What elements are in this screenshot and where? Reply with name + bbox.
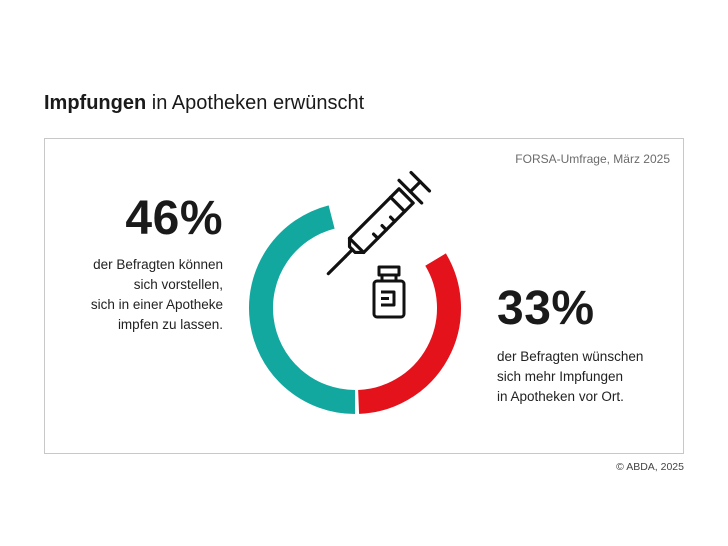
title-bold: Impfungen	[44, 92, 147, 114]
desc-46-line: der Befragten können	[93, 257, 223, 272]
value-label-33: 33%	[497, 282, 595, 335]
infographic-frame: FORSA-Umfrage, März 2025	[44, 138, 684, 454]
arc-33-percent	[357, 253, 461, 414]
title-rest: in Apotheken erwünscht	[146, 92, 365, 114]
stat-33: 33% der Befragten wünschen sich mehr Imp…	[497, 285, 687, 407]
source-label: FORSA-Umfrage, März 2025	[515, 152, 670, 166]
syringe-icon	[326, 170, 432, 276]
page-title: Impfungen in Apotheken erwünscht	[44, 92, 364, 115]
donut-chart	[249, 170, 461, 414]
value-label-46: 46%	[125, 192, 223, 245]
desc-46-line: sich vorstellen,	[133, 277, 223, 292]
desc-33-line: sich mehr Impfungen	[497, 369, 624, 384]
vial-icon	[372, 265, 406, 319]
copyright: © ABDA, 2025	[616, 461, 684, 473]
stat-46: 46% der Befragten können sich vorstellen…	[23, 195, 223, 335]
desc-33-line: in Apotheken vor Ort.	[497, 389, 624, 404]
arc-46-percent	[249, 205, 356, 414]
description-46: der Befragten können sich vorstellen, si…	[23, 255, 223, 335]
desc-33-line: der Befragten wünschen	[497, 349, 644, 364]
desc-46-line: sich in einer Apotheke	[90, 297, 223, 312]
description-33: der Befragten wünschen sich mehr Impfung…	[497, 347, 687, 407]
desc-46-line: impfen zu lassen.	[117, 317, 223, 332]
